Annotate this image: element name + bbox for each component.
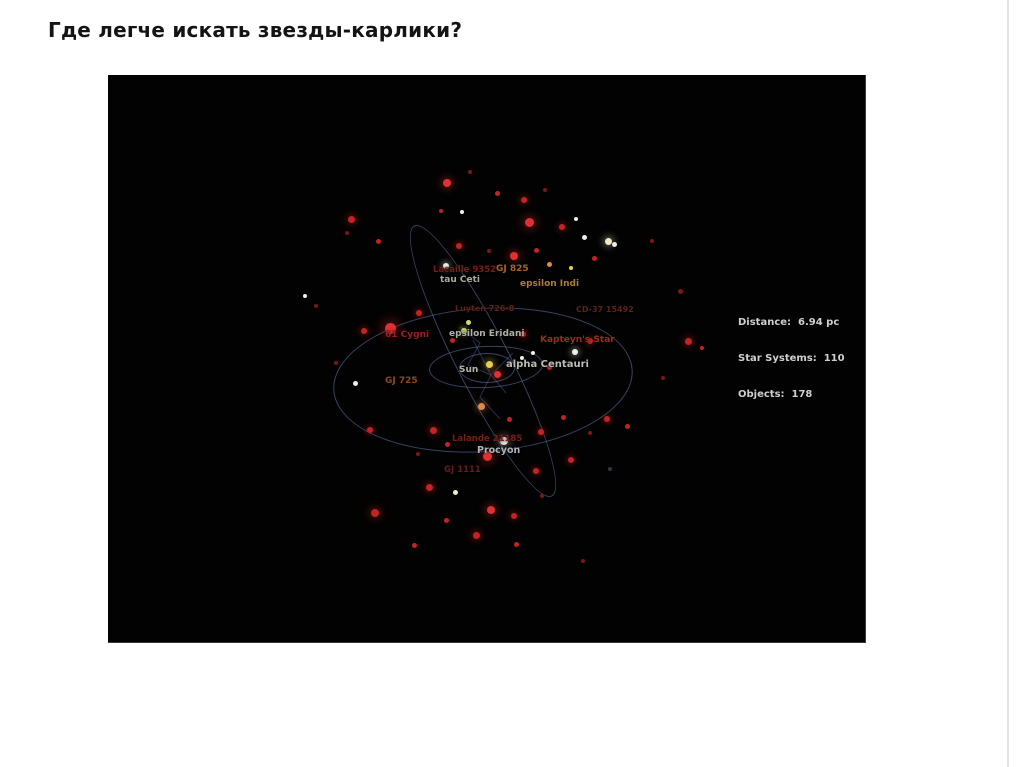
- star-dot: [367, 427, 373, 433]
- star-dot: [540, 494, 544, 498]
- star-label: alpha Centauri: [506, 359, 589, 370]
- star-dot: [425, 483, 433, 491]
- star-dot: [591, 255, 597, 261]
- star-dot: [533, 247, 539, 253]
- star-dot: [371, 509, 379, 517]
- star-dot: [468, 170, 472, 174]
- star-dot: [611, 241, 617, 247]
- star-dot: [560, 414, 566, 420]
- star-dot: [559, 224, 565, 230]
- star-dot: [449, 337, 455, 343]
- star-label: Luyten 726-8: [455, 304, 515, 313]
- slide-edge-divider: [1007, 0, 1009, 767]
- star-dot: [375, 238, 381, 244]
- star-dot: [411, 542, 417, 548]
- star-dot: [482, 451, 492, 461]
- star-dot: [543, 188, 547, 192]
- star-dot: [533, 468, 539, 474]
- star-label: Lalande 21185: [452, 434, 523, 444]
- star-dot: [568, 457, 574, 463]
- hud-star-systems: Star Systems: 110: [738, 353, 845, 364]
- star-dot: [465, 319, 471, 325]
- star-dot: [520, 331, 526, 337]
- star-dot: [472, 531, 480, 539]
- star-dot: [460, 210, 464, 214]
- star-dot: [303, 294, 307, 298]
- star-dot: [477, 402, 485, 410]
- hud-stats: Distance: 6.94 pc Star Systems: 110 Obje…: [738, 293, 845, 425]
- star-dot: [684, 337, 692, 345]
- star-dot: [334, 361, 338, 365]
- star-dot: [588, 431, 592, 435]
- star-dot: [608, 467, 612, 471]
- star-dot: [531, 351, 535, 355]
- star-dot: [429, 426, 437, 434]
- star-map: Distance: 6.94 pc Star Systems: 110 Obje…: [108, 75, 866, 643]
- star-dot: [443, 179, 451, 187]
- star-dot: [510, 252, 518, 260]
- star-dot: [443, 263, 449, 269]
- star-dot: [416, 310, 422, 316]
- star-dot: [487, 249, 491, 253]
- star-label: 61 Cygni: [385, 330, 430, 340]
- star-dot: [314, 304, 318, 308]
- star-dot: [546, 261, 552, 267]
- star-dot: [546, 364, 552, 370]
- star-dot: [661, 376, 665, 380]
- star-label: Lacaille 9352: [433, 265, 497, 275]
- star-dot: [569, 266, 573, 270]
- star-label: Sun: [459, 365, 479, 375]
- star-label: GJ 825: [496, 264, 529, 274]
- star-dot: [604, 237, 612, 245]
- star-dot: [500, 437, 508, 445]
- star-label: Kapteyn's Star: [540, 335, 615, 345]
- star-label: tau Ceti: [440, 275, 481, 285]
- star-label: epsilon Eridani: [449, 329, 525, 339]
- star-dot: [443, 517, 449, 523]
- star-dot: [485, 360, 493, 368]
- star-dot: [700, 346, 704, 350]
- star-label: epsilon Indi: [520, 279, 580, 289]
- star-dot: [587, 338, 593, 344]
- star-dot: [361, 328, 367, 334]
- star-dot: [384, 322, 396, 334]
- star-dot: [604, 416, 610, 422]
- grid-ellipse: [459, 353, 515, 383]
- hud-objects: Objects: 178: [738, 389, 813, 400]
- star-dot: [572, 349, 578, 355]
- star-label: GJ 1111: [444, 465, 481, 475]
- star-dot: [650, 239, 654, 243]
- star-dot: [494, 190, 500, 196]
- star-dot: [513, 541, 519, 547]
- star-dot: [581, 559, 585, 563]
- star-label: GJ 725: [385, 376, 418, 386]
- star-dot: [416, 452, 420, 456]
- star-dot: [538, 429, 544, 435]
- star-dot: [521, 197, 527, 203]
- star-dot: [452, 489, 458, 495]
- star-dot: [444, 441, 450, 447]
- star-dot: [347, 215, 355, 223]
- star-dot: [677, 288, 683, 294]
- star-label: CD-37 15492: [576, 305, 634, 314]
- star-dot: [439, 209, 443, 213]
- star-dot: [461, 328, 467, 334]
- star-dot: [352, 380, 358, 386]
- star-dot: [493, 370, 501, 378]
- star-label: Procyon: [477, 445, 521, 456]
- star-dot: [520, 356, 524, 360]
- star-dot: [524, 217, 534, 227]
- star-dot: [456, 243, 462, 249]
- hud-distance: Distance: 6.94 pc: [738, 317, 840, 328]
- star-dot: [345, 231, 349, 235]
- star-dot: [574, 217, 578, 221]
- star-dot: [487, 506, 495, 514]
- slide-title: Где легче искать звезды-карлики?: [48, 18, 463, 42]
- star-dot: [581, 234, 587, 240]
- star-dot: [624, 423, 630, 429]
- star-dot: [511, 513, 517, 519]
- star-dot: [506, 416, 512, 422]
